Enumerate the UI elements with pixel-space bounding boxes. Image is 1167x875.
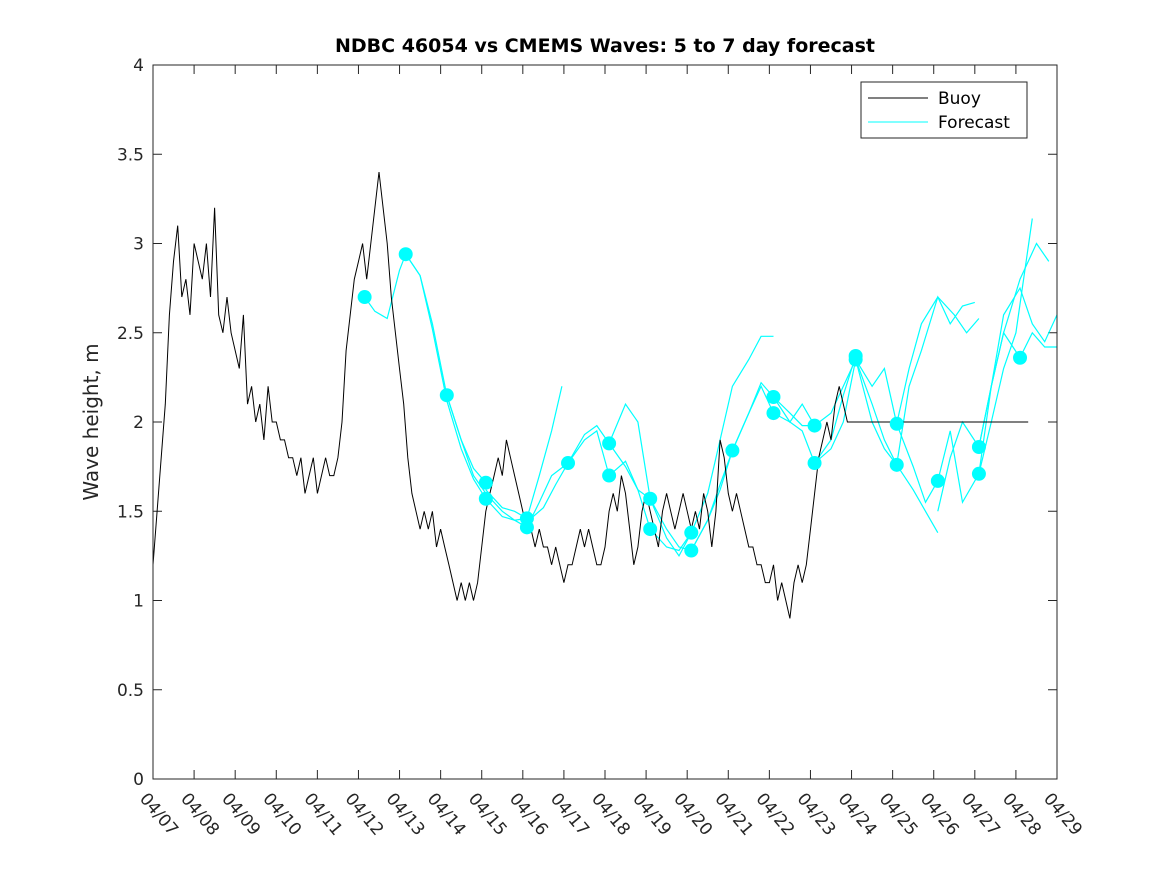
y-tick-label: 1 (133, 592, 144, 612)
legend: Buoy Forecast (860, 81, 1028, 139)
forecast-marker (807, 418, 822, 433)
forecast-marker (766, 390, 781, 405)
forecast-series-line (446, 395, 569, 529)
x-tick-label: 04/18 (587, 789, 634, 839)
forecast-series-line (937, 286, 1058, 505)
x-tick-label: 04/14 (423, 789, 470, 839)
forecast-series-line (978, 218, 1033, 474)
x-tick-label: 04/10 (258, 789, 305, 839)
forecast-marker (684, 543, 699, 558)
forecast-marker (561, 456, 576, 471)
forecast-series-line (567, 429, 692, 552)
forecast-marker (478, 475, 493, 490)
x-tick-label: 04/11 (300, 789, 347, 839)
y-tick-label: 3.5 (117, 145, 144, 165)
x-tick-label: 04/20 (669, 789, 716, 839)
x-tick-label: 04/08 (176, 789, 223, 839)
forecast-series-line (731, 355, 857, 465)
y-tick-label: 1.5 (117, 502, 144, 522)
forecast-series-line (814, 357, 939, 504)
chart-title: NDBC 46054 vs CMEMS Waves: 5 to 7 day fo… (335, 35, 875, 57)
x-tick-label: 04/13 (382, 789, 429, 839)
forecast-marker (643, 491, 658, 506)
forecast-series-line (649, 335, 774, 558)
x-tick-label: 04/23 (793, 789, 840, 839)
forecast-series-line (937, 242, 1050, 512)
forecast-marker (889, 457, 904, 472)
forecast-marker (357, 290, 372, 305)
x-tick-label: 04/09 (217, 789, 264, 839)
forecast-marker (971, 439, 986, 454)
x-tick-label: 04/19 (628, 789, 675, 839)
plot-frame (152, 64, 1058, 780)
marker-layer (357, 247, 1028, 558)
x-tick-label: 04/27 (957, 789, 1004, 839)
y-tick-label: 0 (133, 770, 144, 790)
forecast-marker (889, 416, 904, 431)
forecast-marker (848, 352, 863, 367)
forecast-marker (398, 247, 413, 262)
y-tick-label: 0.5 (117, 681, 144, 701)
legend-forecast-label: Forecast (938, 113, 1010, 133)
x-tick-label: 04/16 (505, 789, 552, 839)
x-tick-label: 04/25 (875, 789, 922, 839)
forecast-marker (602, 468, 617, 483)
y-tick-label: 3 (133, 235, 144, 255)
forecast-series-line (526, 424, 651, 523)
x-tick-label: 04/12 (341, 789, 388, 839)
x-tick-label: 04/26 (916, 789, 963, 839)
x-tick-label: 04/15 (464, 789, 511, 839)
forecast-marker (643, 522, 658, 537)
y-tick-label: 2 (133, 413, 144, 433)
forecast-marker (439, 388, 454, 403)
forecast-marker (602, 436, 617, 451)
forecast-series-line (690, 381, 815, 551)
forecast-marker (766, 406, 781, 421)
y-tick-label: 2.5 (117, 324, 144, 344)
legend-buoy-label: Buoy (938, 89, 981, 109)
forecast-marker (478, 491, 493, 506)
x-tick-label: 04/28 (998, 789, 1045, 839)
y-ticks: 0 0.5 1 1.5 2 2.5 3 3.5 4 (117, 56, 1057, 790)
forecast-marker (807, 456, 822, 471)
buoy-series-line (152, 172, 1029, 619)
forecast-series-line (608, 402, 733, 552)
forecast-marker (725, 443, 740, 458)
x-tick-label: 04/22 (752, 789, 799, 839)
x-tick-label: 04/29 (1039, 789, 1086, 839)
forecast-series-line (896, 295, 975, 465)
forecast-series-line (405, 253, 527, 521)
legend-box (860, 81, 1028, 139)
x-tick-label: 04/07 (135, 789, 182, 839)
forecast-marker (519, 520, 534, 535)
forecast-marker (684, 525, 699, 540)
x-tick-label: 04/24 (834, 789, 881, 839)
forecast-marker (930, 473, 945, 488)
forecast-marker (1013, 350, 1028, 365)
x-tick-label: 04/17 (546, 789, 593, 839)
x-tick-label: 04/21 (710, 789, 757, 839)
forecast-marker (971, 466, 986, 481)
y-axis-label: Wave height, m (79, 343, 103, 500)
y-tick-label: 4 (133, 56, 144, 76)
